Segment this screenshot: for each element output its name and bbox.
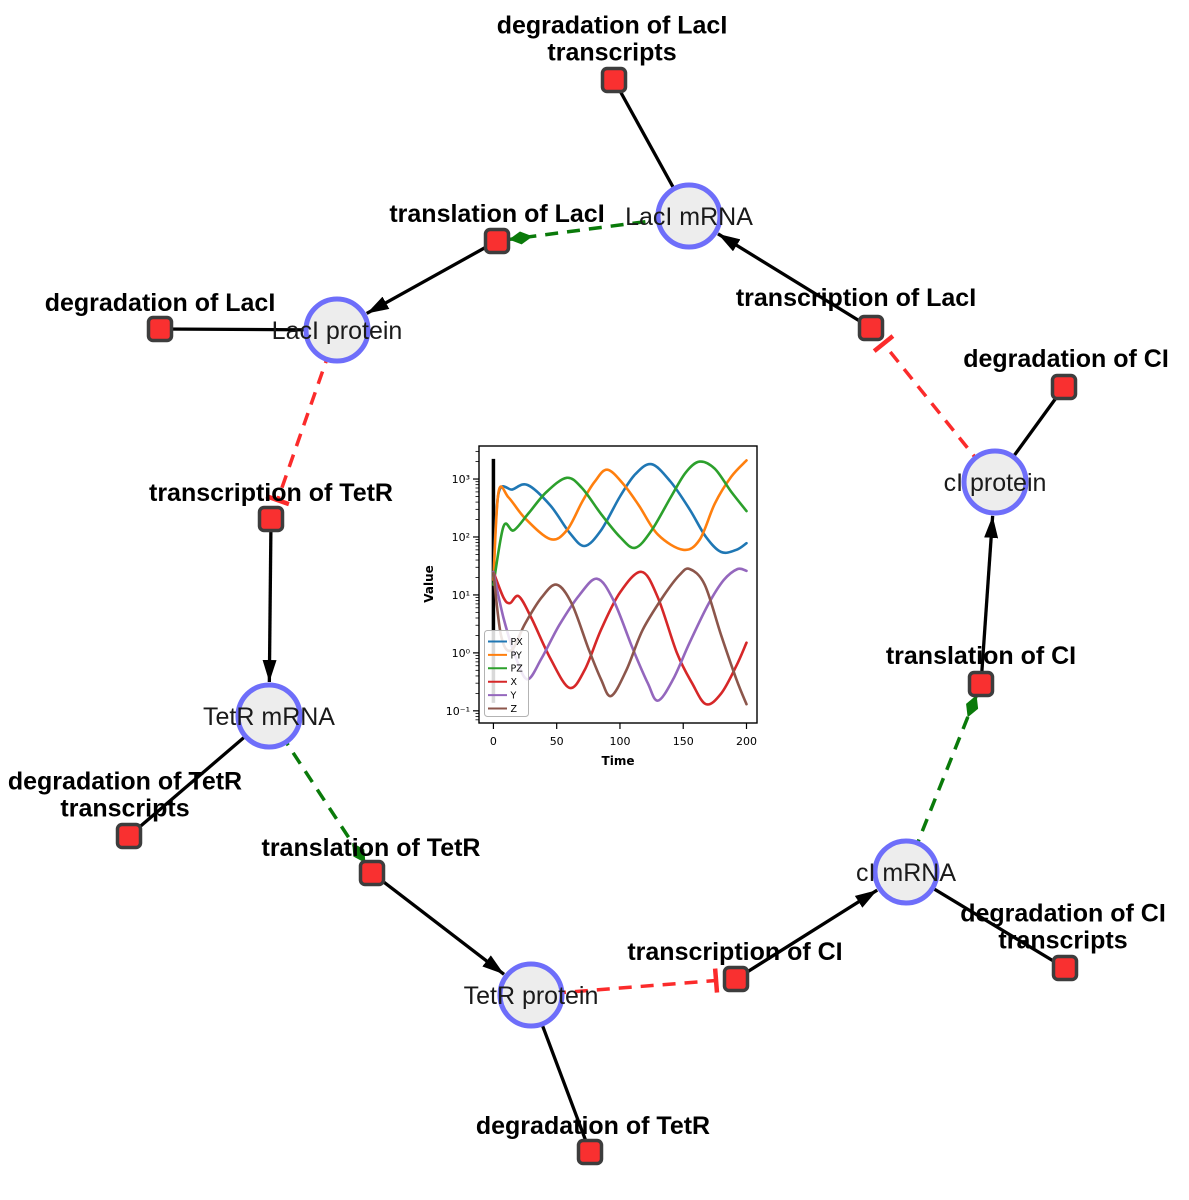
- reaction-node-degradation-of-ci-transcripts: [1051, 954, 1079, 982]
- reaction-label-line: transcripts: [547, 39, 676, 67]
- reaction-label-degradation-of-tetr: degradation of TetR: [476, 1112, 710, 1140]
- edge-produce-transcription-of-ci-to-ci-mrna: [735, 888, 879, 981]
- reaction-node-transcription-of-ci: [722, 965, 750, 993]
- reaction-node-translation-of-tetr: [358, 859, 386, 887]
- y-tick-label: 10¹: [452, 589, 470, 602]
- reaction-label-line: degradation of CI: [960, 900, 1166, 928]
- reaction-label-transcription-of-ci: transcription of CI: [627, 938, 842, 966]
- x-tick-label: 0: [490, 735, 497, 748]
- nodes-layer: [115, 66, 1079, 1166]
- reaction-node-degradation-of-ci: [1050, 373, 1078, 401]
- legend-label-PX: PX: [511, 637, 524, 648]
- y-tick-label: 10²: [452, 531, 470, 544]
- reaction-label-line: transcripts: [998, 927, 1127, 955]
- reaction-node-degradation-of-tetr: [576, 1138, 604, 1166]
- series-curve-Z: [492, 567, 748, 706]
- reaction-label-line: translation of LacI: [389, 200, 604, 228]
- reaction-label-line: degradation of LacI: [45, 289, 276, 317]
- reaction-label-line: transcription of CI: [627, 938, 842, 966]
- species-node-ci-protein: [961, 448, 1029, 516]
- reaction-node-transcription-of-tetr: [257, 505, 285, 533]
- reaction-label-degradation-of-laci: degradation of LacI: [45, 289, 276, 317]
- reaction-label-line: translation of TetR: [262, 834, 481, 862]
- legend-label-X: X: [511, 677, 518, 688]
- reaction-label-line: translation of CI: [886, 642, 1076, 670]
- species-node-tetr-mrna: [235, 682, 303, 750]
- reaction-label-line: transcripts: [60, 795, 189, 823]
- reaction-label-line: transcription of TetR: [149, 479, 393, 507]
- reaction-label-transcription-of-tetr: transcription of TetR: [149, 479, 393, 507]
- reaction-node-degradation-of-laci: [146, 315, 174, 343]
- reaction-label-line: degradation of TetR: [8, 768, 242, 796]
- reaction-label-degradation-of-tetr-transcripts: degradation of TetR transcripts: [8, 768, 242, 823]
- reaction-label-degradation-of-ci-transcripts: degradation of CI transcripts: [960, 900, 1166, 955]
- y-tick-label: 10⁰: [452, 647, 471, 660]
- y-tick-label: 10³: [452, 473, 470, 486]
- species-node-laci-mrna: [655, 182, 723, 250]
- legend-label-Y: Y: [510, 691, 517, 702]
- reaction-label-translation-of-tetr: translation of TetR: [262, 834, 481, 862]
- edge-produce-translation-of-ci-to-ci-protein: [979, 515, 999, 685]
- reaction-node-translation-of-ci: [967, 670, 995, 698]
- species-label-tetr-mrna: TetR mRNA: [203, 703, 335, 731]
- x-tick-label: 100: [609, 735, 630, 748]
- edge-produce-transcription-of-laci-to-laci-mrna: [717, 232, 872, 330]
- reaction-label-line: degradation of LacI: [497, 12, 728, 40]
- reaction-label-line: transcription of LacI: [736, 284, 976, 312]
- species-label-ci-mrna: cI mRNA: [856, 859, 956, 887]
- species-label-laci-protein: LacI protein: [272, 317, 403, 345]
- labels-layer: LacI mRNA LacI protein cI protein TetR mRNA…: [8, 12, 1169, 1141]
- edge-produce-translation-of-laci-to-laci-protein: [365, 239, 498, 315]
- inset-chart: 0 50 100 150 20010⁻¹10⁰10¹10²10³TimeValuePXP…: [422, 445, 758, 768]
- reaction-label-degradation-of-laci-transcripts: degradation of LacI transcripts: [497, 12, 728, 67]
- species-label-laci-mrna: LacI mRNA: [625, 203, 753, 231]
- legend-label-Z: Z: [511, 704, 518, 715]
- reaction-node-translation-of-laci: [483, 227, 511, 255]
- legend-label-PZ: PZ: [511, 664, 524, 675]
- reaction-node-degradation-of-laci-transcripts: [600, 66, 628, 94]
- species-label-tetr-protein: TetR protein: [464, 982, 599, 1010]
- reaction-node-transcription-of-laci: [857, 314, 885, 342]
- chart-legend: PX PY PZ XYZ: [484, 630, 529, 717]
- series-curve-PY: [492, 459, 748, 582]
- reaction-label-line: degradation of CI: [963, 345, 1169, 373]
- chart-xlabel: Time: [602, 754, 635, 768]
- series-curve-PX: [492, 462, 748, 579]
- species-label-ci-protein: cI protein: [944, 469, 1047, 497]
- species-node-ci-mrna: [872, 838, 940, 906]
- x-tick-label: 50: [550, 735, 564, 748]
- reaction-label-transcription-of-laci: transcription of LacI: [736, 284, 976, 312]
- edge-produce-translation-of-tetr-to-tetr-protein: [370, 871, 506, 976]
- legend-label-PY: PY: [511, 650, 523, 661]
- species-node-tetr-protein: [497, 961, 565, 1029]
- reaction-label-degradation-of-ci: degradation of CI: [963, 345, 1169, 373]
- series-curve-X: [492, 570, 748, 706]
- reaction-label-translation-of-ci: translation of CI: [886, 642, 1076, 670]
- series-curve-PZ: [492, 460, 748, 586]
- y-tick-label: 10⁻¹: [446, 705, 470, 718]
- species-node-laci-protein: [303, 296, 371, 364]
- edge-produce-transcription-of-tetr-to-tetr-mrna: [262, 518, 277, 683]
- x-tick-label: 200: [736, 735, 757, 748]
- x-tick-label: 150: [673, 735, 694, 748]
- chart-ylabel: Value: [422, 565, 436, 603]
- reaction-label-line: degradation of TetR: [476, 1112, 710, 1140]
- reaction-node-degradation-of-tetr-transcripts: [115, 822, 143, 850]
- reaction-label-translation-of-laci: translation of LacI: [389, 200, 604, 228]
